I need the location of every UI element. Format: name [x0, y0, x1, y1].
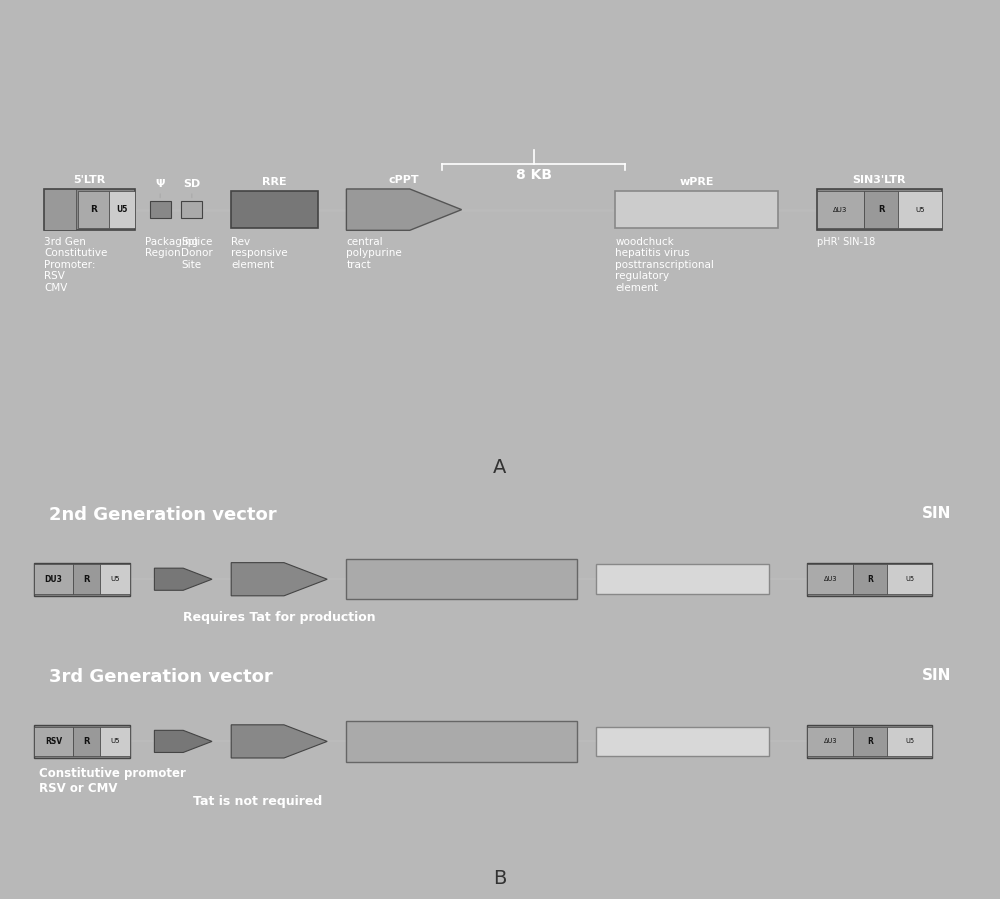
Text: woodchuck
hepatitis virus
posttranscriptional
regulatory
element: woodchuck hepatitis virus posttranscript…: [615, 236, 714, 293]
Bar: [34, 565, 73, 594]
Text: A: A: [493, 458, 507, 477]
Bar: [346, 721, 577, 761]
Bar: [596, 565, 769, 594]
Bar: [231, 191, 318, 228]
Text: U5: U5: [110, 738, 120, 744]
Bar: [807, 565, 853, 594]
Polygon shape: [154, 730, 212, 752]
Text: cPPT: cPPT: [389, 174, 419, 185]
Polygon shape: [231, 563, 327, 596]
Bar: [864, 191, 898, 228]
Text: DU3: DU3: [45, 574, 63, 583]
Bar: [34, 725, 130, 758]
Text: RRE: RRE: [262, 177, 287, 187]
Text: central
polypurine
tract: central polypurine tract: [346, 236, 402, 270]
Polygon shape: [231, 725, 327, 758]
Bar: [100, 565, 130, 594]
Text: U5: U5: [905, 576, 914, 583]
Text: Splice
Donor
Site: Splice Donor Site: [181, 236, 213, 270]
Bar: [615, 191, 778, 228]
Bar: [181, 201, 202, 218]
Text: Requires Tat for production: Requires Tat for production: [183, 610, 376, 624]
Text: SIN: SIN: [922, 668, 951, 682]
Text: R: R: [878, 205, 884, 214]
Text: R: R: [83, 574, 89, 583]
Polygon shape: [346, 189, 462, 230]
Text: Tat is not required: Tat is not required: [193, 795, 322, 808]
Bar: [44, 189, 135, 230]
Bar: [807, 563, 932, 596]
Bar: [150, 201, 171, 218]
Bar: [853, 726, 887, 756]
Bar: [34, 563, 130, 596]
Text: SIN: SIN: [922, 505, 951, 521]
Text: B: B: [493, 869, 507, 888]
Bar: [817, 189, 942, 230]
Text: Packaging
Region: Packaging Region: [145, 236, 198, 258]
Text: R: R: [867, 737, 873, 746]
Bar: [898, 191, 942, 228]
Text: SIN3'LTR: SIN3'LTR: [852, 174, 906, 185]
Text: Ψ: Ψ: [155, 179, 165, 189]
Text: ΔU3: ΔU3: [833, 207, 848, 213]
Text: ΔU3: ΔU3: [824, 576, 837, 583]
Text: RSV: RSV: [45, 737, 62, 746]
Polygon shape: [154, 568, 212, 591]
Text: U5: U5: [905, 738, 914, 744]
Bar: [853, 565, 887, 594]
Bar: [596, 726, 769, 756]
Text: R: R: [90, 205, 97, 214]
Bar: [887, 565, 932, 594]
Text: 5'LTR: 5'LTR: [73, 174, 106, 185]
Text: Rev
responsive
element: Rev responsive element: [231, 236, 288, 270]
Text: wPRE: wPRE: [680, 177, 714, 187]
Text: 3rd Gen
Constitutive
Promoter:
RSV
CMV: 3rd Gen Constitutive Promoter: RSV CMV: [44, 236, 107, 293]
Bar: [807, 726, 853, 756]
Bar: [346, 559, 577, 600]
Text: R: R: [83, 737, 89, 746]
Bar: [109, 191, 135, 228]
Text: 3rd Generation vector: 3rd Generation vector: [49, 668, 273, 686]
Text: U5: U5: [915, 207, 925, 213]
Text: 8 KB: 8 KB: [516, 168, 552, 182]
Text: U5: U5: [116, 205, 128, 214]
Bar: [78, 191, 109, 228]
Bar: [817, 191, 864, 228]
Bar: [100, 726, 130, 756]
Bar: [807, 725, 932, 758]
Text: R: R: [867, 574, 873, 583]
Text: SD: SD: [183, 179, 200, 189]
Bar: [887, 726, 932, 756]
Text: U5: U5: [110, 576, 120, 583]
Text: 2nd Generation vector: 2nd Generation vector: [49, 505, 276, 523]
Bar: [73, 726, 100, 756]
Bar: [34, 726, 73, 756]
Text: pHR' SIN-18: pHR' SIN-18: [817, 236, 875, 246]
Bar: [44, 189, 76, 230]
Bar: [73, 565, 100, 594]
Text: ΔU3: ΔU3: [824, 738, 837, 744]
Text: Constitutive promoter
RSV or CMV: Constitutive promoter RSV or CMV: [39, 767, 186, 796]
